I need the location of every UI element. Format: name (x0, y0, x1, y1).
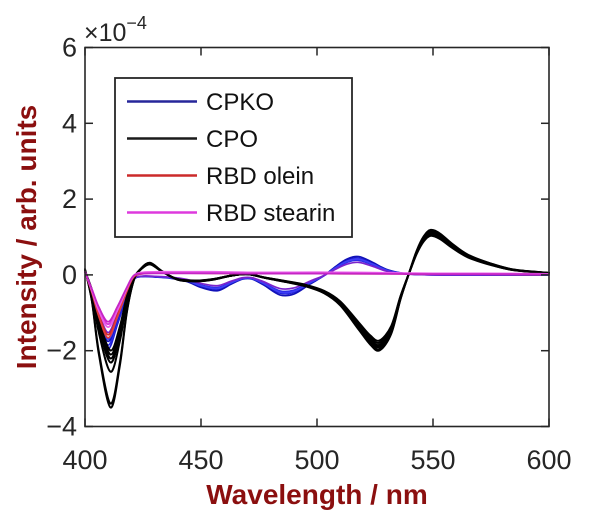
series-curve-cpo (84, 232, 550, 352)
series-curve-cpko (84, 255, 550, 343)
series-curve-cpo (84, 228, 550, 356)
series-curve-rbd-olein (84, 270, 550, 339)
legend-item-rbd-stearin: RBD stearin (127, 200, 335, 227)
series-curve-rbd-olein (84, 271, 550, 336)
legend-label-cpko: CPKO (206, 89, 274, 116)
x-axis-tick-labels: 400 450 500 550 600 (62, 445, 571, 475)
data-series-curves (84, 228, 550, 409)
legend-box (114, 77, 353, 238)
y-axis-label: Intensity / arb. units (11, 105, 42, 369)
legend-item-cpko: CPKO (127, 89, 274, 116)
axis-ticks (84, 46, 550, 428)
x-tick-label: 450 (178, 445, 223, 475)
series-curve-cpo (84, 234, 550, 360)
legend-item-rbd-olein: RBD olein (127, 163, 314, 190)
y-tick-label: 4 (62, 108, 77, 138)
legend: CPKO CPO RBD olein RBD stearin (114, 77, 353, 238)
y-tick-label: 2 (62, 184, 77, 214)
series-curve-cpo (84, 230, 550, 364)
series-curve-rbd-stearin (84, 270, 550, 329)
series-curve-rbd-stearin (84, 271, 550, 323)
y-axis-exponent-label: ×10−4 (84, 13, 147, 47)
legend-item-cpo: CPO (127, 126, 258, 153)
y-tick-label: −2 (46, 336, 77, 366)
series-curve-cpo (84, 233, 550, 373)
x-tick-label: 600 (526, 445, 571, 475)
series-curve-cpo (84, 229, 550, 405)
x-tick-label: 550 (410, 445, 455, 475)
y-tick-label: 6 (62, 33, 77, 63)
x-axis-label: Wavelength / nm (206, 479, 427, 510)
y-tick-label: −4 (46, 412, 77, 442)
legend-label-rbd-olein: RBD olein (206, 163, 314, 190)
x-tick-label: 500 (294, 445, 339, 475)
legend-label-rbd-stearin: RBD stearin (206, 200, 335, 227)
legend-label-cpo: CPO (206, 126, 258, 153)
x-tick-label: 400 (62, 445, 107, 475)
y-axis-tick-labels: −4 −2 0 2 4 6 (46, 33, 77, 442)
y-tick-label: 0 (62, 260, 77, 290)
